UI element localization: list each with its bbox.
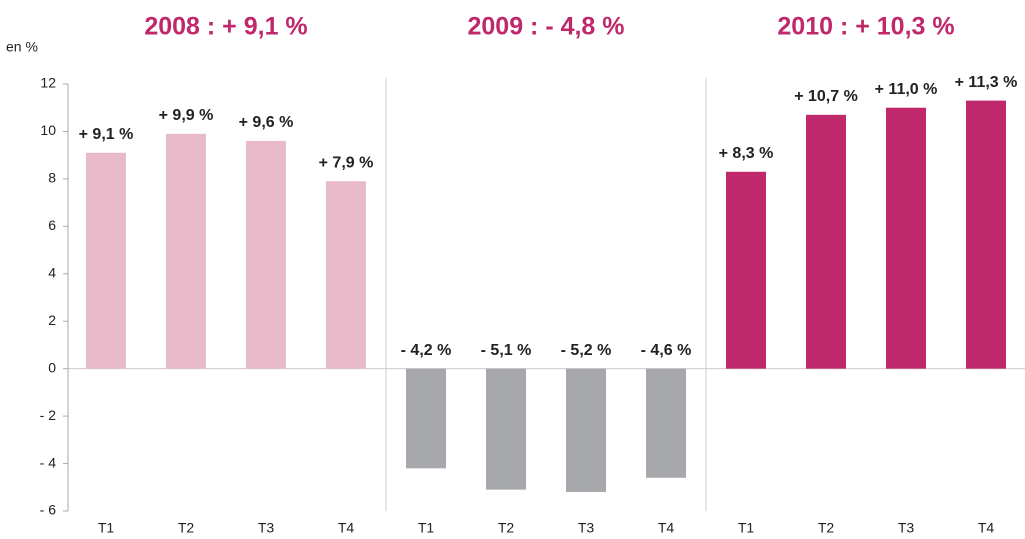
value-label: + 9,9 % <box>159 107 214 124</box>
y-tick-label: - 6 <box>40 502 57 518</box>
y-tick-label: - 4 <box>40 454 57 470</box>
value-label: + 11,3 % <box>955 74 1018 91</box>
x-tick-label: T4 <box>978 520 995 536</box>
y-tick-label: 8 <box>48 170 56 186</box>
value-label: + 9,1 % <box>79 126 134 143</box>
value-label: - 5,2 % <box>561 342 612 359</box>
bar <box>886 107 926 369</box>
bar <box>326 181 366 369</box>
x-tick-label: T4 <box>658 520 675 536</box>
bar <box>406 368 446 469</box>
y-axis-label: en % <box>6 39 38 55</box>
x-tick-label: T3 <box>578 520 595 536</box>
x-tick-label: T1 <box>418 520 435 536</box>
value-label: + 9,6 % <box>239 114 294 131</box>
y-tick-label: 2 <box>48 312 56 328</box>
value-label: + 10,7 % <box>794 88 858 105</box>
group-title: 2008 : + 9,1 % <box>144 13 307 41</box>
x-tick-label: T3 <box>898 520 915 536</box>
bar <box>86 152 126 369</box>
x-tick-label: T1 <box>98 520 115 536</box>
bar <box>806 114 846 369</box>
y-tick-label: 4 <box>48 264 56 280</box>
bar <box>166 133 206 369</box>
bar <box>486 368 526 490</box>
value-label: - 5,1 % <box>481 342 532 359</box>
y-tick-label: 6 <box>48 217 56 233</box>
group-title: 2010 : + 10,3 % <box>777 13 954 41</box>
y-tick-label: - 2 <box>40 407 57 423</box>
value-label: - 4,2 % <box>401 342 452 359</box>
bar <box>966 100 1006 369</box>
x-tick-label: T4 <box>338 520 355 536</box>
bar <box>646 368 686 478</box>
value-label: - 4,6 % <box>641 342 692 359</box>
bar <box>246 140 286 369</box>
value-label: + 7,9 % <box>319 154 374 171</box>
x-tick-label: T2 <box>818 520 835 536</box>
group-title: 2009 : - 4,8 % <box>467 13 624 41</box>
x-tick-label: T2 <box>178 520 195 536</box>
value-label: + 11,0 % <box>875 81 938 98</box>
x-tick-label: T2 <box>498 520 515 536</box>
bar <box>566 368 606 493</box>
x-tick-label: T3 <box>258 520 275 536</box>
value-label: + 8,3 % <box>719 145 774 162</box>
y-tick-label: 10 <box>40 122 56 138</box>
y-tick-label: 12 <box>40 75 56 91</box>
x-tick-label: T1 <box>738 520 755 536</box>
bar <box>726 171 766 369</box>
y-tick-label: 0 <box>48 359 56 375</box>
